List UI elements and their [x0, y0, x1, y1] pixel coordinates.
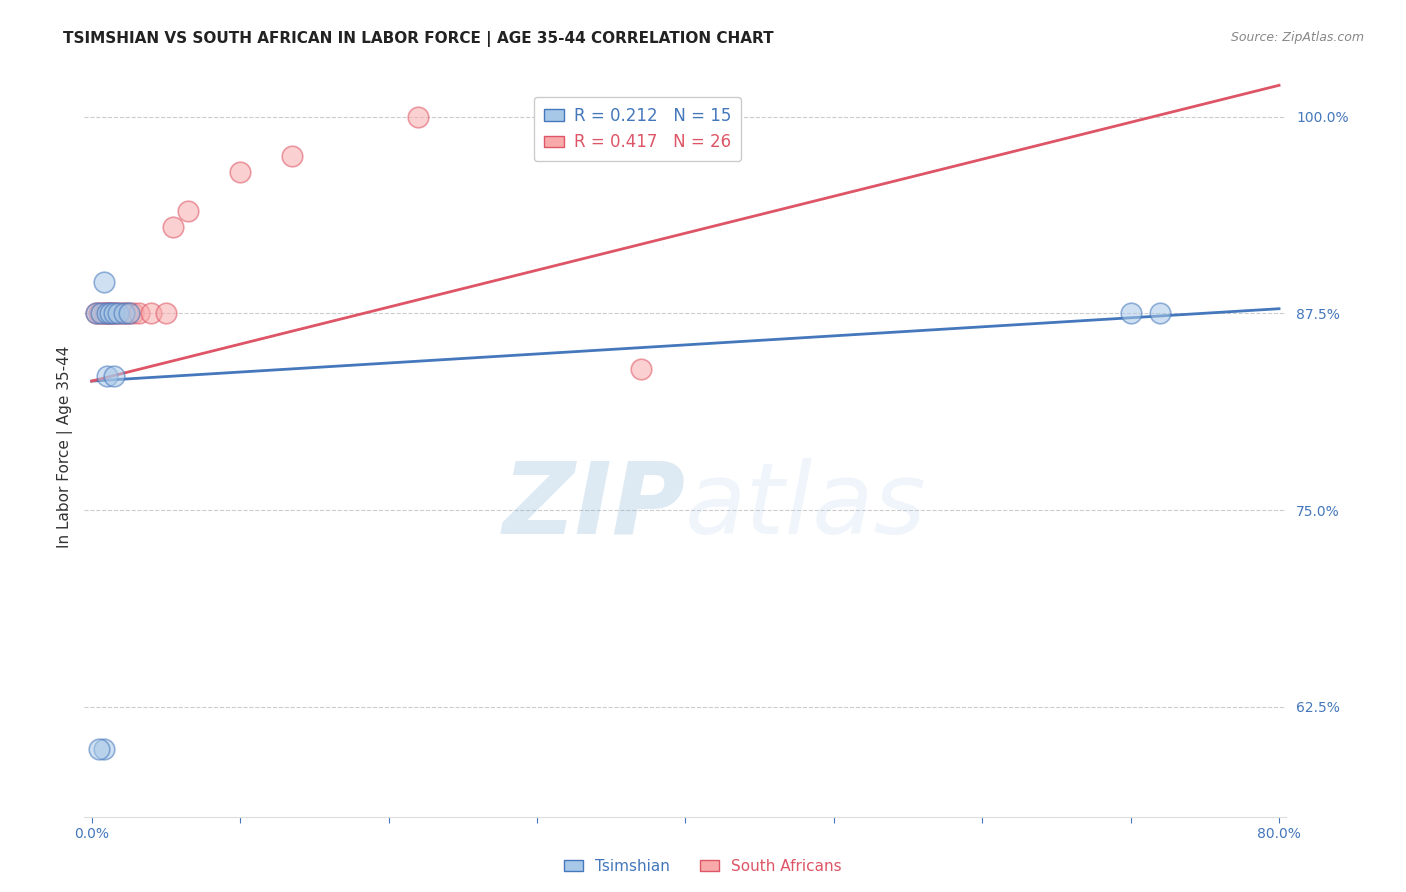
Point — [162, 219, 184, 234]
Point — [104, 306, 127, 320]
Legend: Tsimshian, South Africans: Tsimshian, South Africans — [558, 853, 848, 880]
Point — [84, 306, 107, 320]
Point — [177, 204, 200, 219]
Point — [96, 306, 118, 320]
Point — [90, 306, 112, 320]
Point — [96, 369, 118, 384]
Point — [118, 306, 141, 320]
Point — [406, 110, 429, 124]
Point — [1119, 306, 1142, 320]
Legend: R = 0.212   N = 15, R = 0.417   N = 26: R = 0.212 N = 15, R = 0.417 N = 26 — [534, 97, 741, 161]
Point — [98, 306, 121, 320]
Point — [107, 306, 129, 320]
Text: ZIP: ZIP — [502, 458, 685, 555]
Point — [112, 306, 135, 320]
Point — [112, 306, 135, 320]
Y-axis label: In Labor Force | Age 35-44: In Labor Force | Age 35-44 — [58, 346, 73, 549]
Point — [630, 361, 652, 376]
Point — [93, 306, 115, 320]
Point — [103, 306, 125, 320]
Point — [94, 306, 117, 320]
Point — [89, 742, 111, 756]
Point — [93, 275, 115, 289]
Point — [128, 306, 150, 320]
Point — [107, 306, 129, 320]
Text: atlas: atlas — [685, 458, 927, 555]
Point — [110, 306, 132, 320]
Point — [118, 306, 141, 320]
Point — [155, 306, 177, 320]
Point — [117, 306, 139, 320]
Point — [122, 306, 145, 320]
Point — [93, 742, 115, 756]
Point — [281, 149, 304, 163]
Point — [1149, 306, 1171, 320]
Point — [84, 306, 107, 320]
Point — [98, 306, 121, 320]
Point — [90, 306, 112, 320]
Point — [229, 165, 252, 179]
Point — [96, 306, 118, 320]
Point — [97, 306, 120, 320]
Point — [100, 306, 122, 320]
Text: TSIMSHIAN VS SOUTH AFRICAN IN LABOR FORCE | AGE 35-44 CORRELATION CHART: TSIMSHIAN VS SOUTH AFRICAN IN LABOR FORC… — [63, 31, 773, 47]
Point — [103, 369, 125, 384]
Text: Source: ZipAtlas.com: Source: ZipAtlas.com — [1230, 31, 1364, 45]
Point — [139, 306, 162, 320]
Point — [103, 306, 125, 320]
Point — [89, 306, 111, 320]
